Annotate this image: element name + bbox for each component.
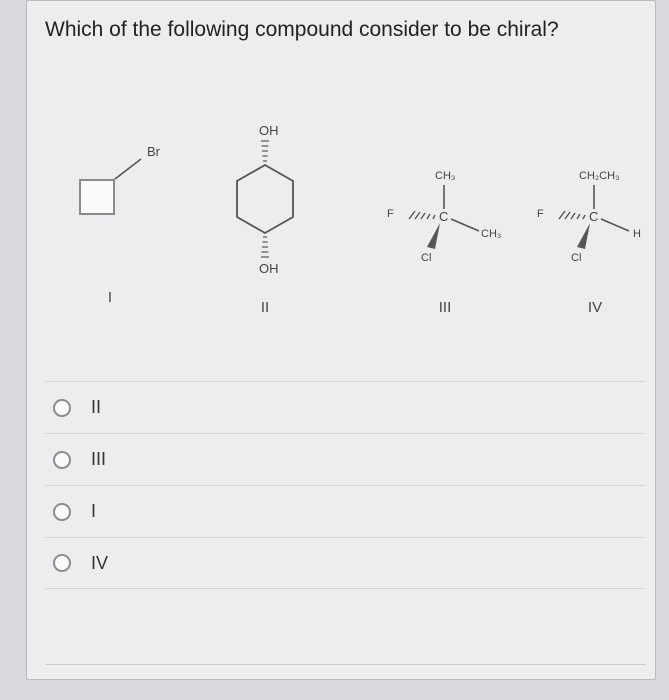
option-label: II bbox=[91, 397, 101, 418]
s4-up: CH₂CH₃ bbox=[579, 170, 620, 182]
s4-left: F bbox=[537, 208, 544, 220]
structure-3-svg: C CH₃ F Cl CH₃ bbox=[375, 151, 515, 291]
structure-2: OH OH bbox=[205, 121, 325, 321]
structure-4: C CH₂CH₃ F Cl H IV bbox=[525, 151, 665, 321]
s3-left: F bbox=[387, 208, 394, 220]
option-i[interactable]: I bbox=[45, 485, 645, 537]
structure-3: C CH₃ F Cl CH₃ III bbox=[375, 151, 515, 321]
structure-2-oh-bot: OH bbox=[259, 261, 279, 276]
structure-1-br: Br bbox=[147, 144, 161, 159]
option-label: III bbox=[91, 449, 106, 470]
structure-2-svg: OH OH bbox=[205, 121, 325, 296]
s3-up: CH₃ bbox=[435, 170, 455, 182]
options-list: II III I IV bbox=[45, 381, 645, 589]
option-iv[interactable]: IV bbox=[45, 537, 645, 589]
question-card: Which of the following compound consider… bbox=[26, 0, 656, 680]
structure-1-label: I bbox=[45, 289, 175, 306]
s4-right: H bbox=[633, 228, 641, 240]
option-label: IV bbox=[91, 553, 108, 574]
radio-icon[interactable] bbox=[53, 451, 71, 469]
option-iii[interactable]: III bbox=[45, 433, 645, 485]
structure-4-label: IV bbox=[525, 299, 665, 316]
radio-icon[interactable] bbox=[53, 399, 71, 417]
structure-1-box bbox=[79, 179, 115, 215]
s3-down: Cl bbox=[421, 252, 431, 264]
structure-3-label: III bbox=[375, 299, 515, 316]
structures-row: Br I OH bbox=[45, 121, 645, 331]
structure-4-svg: C CH₂CH₃ F Cl H bbox=[525, 151, 665, 291]
radio-icon[interactable] bbox=[53, 503, 71, 521]
structure-2-label: II bbox=[205, 299, 325, 316]
bottom-divider bbox=[45, 664, 645, 665]
option-label: I bbox=[91, 501, 96, 522]
option-ii[interactable]: II bbox=[45, 381, 645, 433]
question-text: Which of the following compound consider… bbox=[45, 15, 635, 45]
svg-text:C: C bbox=[589, 209, 598, 224]
structure-1: Br I bbox=[45, 121, 175, 311]
structure-2-oh-top: OH bbox=[259, 123, 279, 138]
s3-right: CH₃ bbox=[481, 228, 501, 240]
s4-down: Cl bbox=[571, 252, 581, 264]
radio-icon[interactable] bbox=[53, 554, 71, 572]
svg-text:C: C bbox=[439, 209, 448, 224]
